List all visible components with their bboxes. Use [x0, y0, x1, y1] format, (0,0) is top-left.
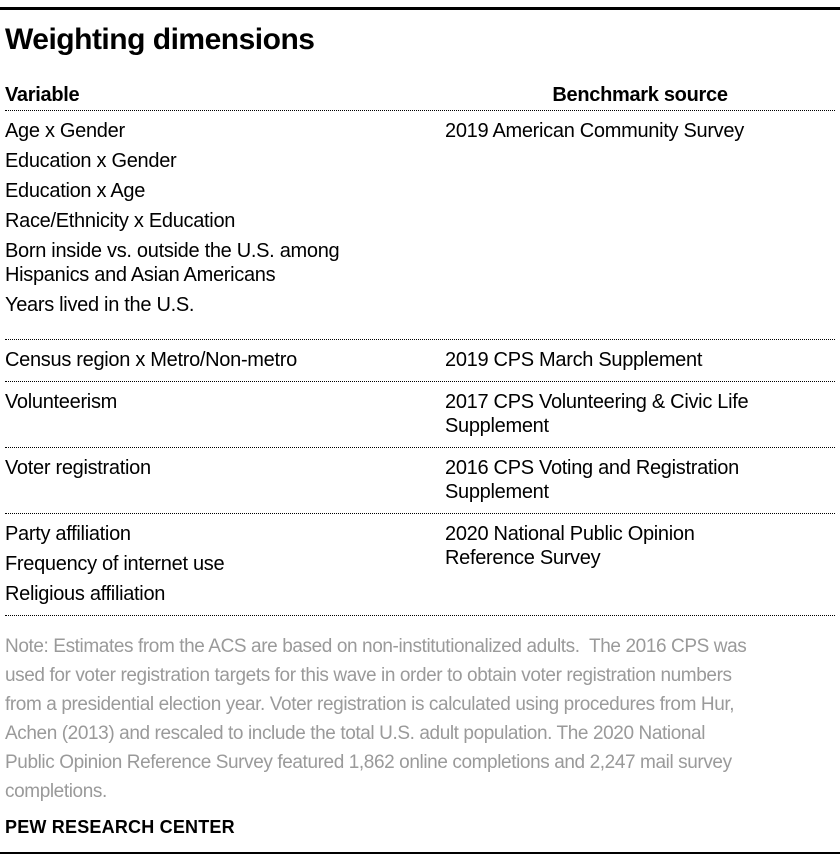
benchmark-source-cell: 2016 CPS Voting and Registration Suppleme…	[445, 456, 835, 504]
variable-item: Education x Gender	[5, 149, 445, 173]
benchmark-source-cell: 2019 CPS March Supplement	[445, 348, 835, 372]
variable-item: Religious affiliation	[5, 582, 445, 606]
variable-item: Born inside vs. outside the U.S. among Hi…	[5, 239, 445, 287]
table-row: Voter registration 2016 CPS Voting and Re…	[5, 448, 835, 514]
benchmark-source-line: Supplement	[445, 481, 549, 503]
variable-line: Census region x Metro/Non-metro	[5, 349, 297, 371]
table-header-row: Variable Benchmark source	[5, 84, 835, 111]
bottom-rule	[0, 852, 840, 854]
variable-item: Frequency of internet use	[5, 552, 445, 576]
variable-line: Years lived in the U.S.	[5, 294, 195, 316]
variable-cell: Census region x Metro/Non-metro	[5, 348, 445, 372]
variable-item: Voter registration	[5, 456, 445, 480]
note-line: used for voter registration targets for …	[5, 665, 732, 686]
benchmark-source-line: Reference Survey	[445, 547, 601, 569]
variable-item: Party affiliation	[5, 522, 445, 546]
source-attribution: PEW RESEARCH CENTER	[5, 817, 235, 837]
variable-line: Education x Age	[5, 180, 146, 202]
variable-item: Census region x Metro/Non-metro	[5, 348, 445, 372]
variable-item: Volunteerism	[5, 390, 445, 414]
benchmark-source-line: Supplement	[445, 415, 549, 437]
note-line: from a presidential election year. Voter…	[5, 694, 735, 715]
benchmark-source-line: 2016 CPS Voting and Registration	[445, 457, 739, 479]
weighting-dimensions-figure: Weighting dimensions Variable Benchmark …	[0, 7, 840, 854]
table-row: Census region x Metro/Non-metro 2019 CPS …	[5, 340, 835, 382]
page-title: Weighting dimensions	[5, 23, 315, 56]
variable-item: Years lived in the U.S.	[5, 293, 445, 317]
variable-line: Party affiliation	[5, 523, 131, 545]
variable-item: Age x Gender	[5, 119, 445, 143]
table-row: Volunteerism 2017 CPS Volunteering & Civi…	[5, 382, 835, 448]
variable-line: Race/Ethnicity x Education	[5, 210, 236, 232]
benchmark-source-cell: 2019 American Community Survey	[445, 119, 835, 317]
note-line: Note: Estimates from the ACS are based o…	[5, 636, 747, 657]
note-line: completions.	[5, 781, 107, 802]
benchmark-source-line: 2019 American Community Survey	[445, 120, 744, 142]
note-line: Achen (2013) and rescaled to include the…	[5, 723, 706, 744]
variable-line: Hispanics and Asian Americans	[5, 264, 276, 286]
variable-cell: Volunteerism	[5, 390, 445, 438]
table-row: Party affiliation Frequency of internet u…	[5, 514, 835, 616]
table-body: Age x Gender Education x Gender Education …	[5, 111, 835, 616]
note-line: Public Opinion Reference Survey featured…	[5, 752, 732, 773]
table-note: Note: Estimates from the ACS are based o…	[5, 632, 835, 806]
variable-cell: Party affiliation Frequency of internet u…	[5, 522, 445, 606]
benchmark-source-line: 2019 CPS March Supplement	[445, 349, 703, 371]
variable-line: Religious affiliation	[5, 583, 166, 605]
table-row: Age x Gender Education x Gender Education …	[5, 111, 835, 340]
benchmark-source-cell: 2020 National Public Opinion Reference Su…	[445, 522, 835, 606]
variable-cell: Voter registration	[5, 456, 445, 504]
variable-line: Age x Gender	[5, 120, 125, 142]
benchmark-source-line: 2017 CPS Volunteering & Civic Life	[445, 391, 749, 413]
weighting-table: Variable Benchmark source Age x Gender Ed…	[5, 84, 835, 616]
variable-cell: Age x Gender Education x Gender Education …	[5, 119, 445, 317]
top-rule	[0, 7, 840, 10]
variable-line: Frequency of internet use	[5, 553, 225, 575]
column-header-variable: Variable	[5, 84, 80, 106]
benchmark-source-cell: 2017 CPS Volunteering & Civic Life Supple…	[445, 390, 835, 438]
variable-item: Education x Age	[5, 179, 445, 203]
benchmark-source-line: 2020 National Public Opinion	[445, 523, 695, 545]
variable-line: Education x Gender	[5, 150, 177, 172]
column-header-benchmark-source: Benchmark source	[552, 84, 728, 106]
variable-item: Race/Ethnicity x Education	[5, 209, 445, 233]
variable-line: Volunteerism	[5, 391, 118, 413]
variable-line: Voter registration	[5, 457, 151, 479]
variable-line: Born inside vs. outside the U.S. among	[5, 240, 340, 262]
